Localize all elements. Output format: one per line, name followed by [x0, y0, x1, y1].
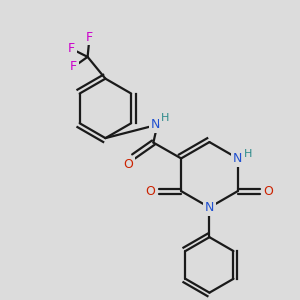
Text: H: H — [244, 149, 252, 160]
Text: F: F — [86, 31, 93, 44]
Text: H: H — [161, 113, 170, 123]
Text: O: O — [146, 184, 155, 198]
Text: N: N — [233, 152, 242, 165]
Text: N: N — [151, 118, 160, 131]
Text: O: O — [263, 184, 273, 198]
Text: F: F — [68, 42, 75, 56]
Text: N: N — [205, 201, 214, 214]
Text: F: F — [70, 60, 77, 73]
Text: O: O — [124, 158, 134, 171]
